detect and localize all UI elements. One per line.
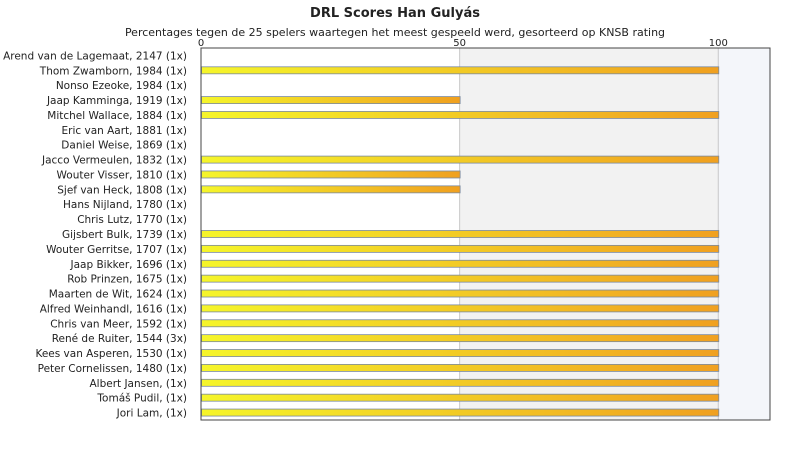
chart-title: DRL Scores Han Gulyás (310, 6, 480, 21)
category-label: Chris Lutz, 1770 (1x) (77, 214, 187, 226)
category-label: Daniel Weise, 1869 (1x) (61, 140, 187, 152)
category-label: Peter Cornelissen, 1480 (1x) (38, 363, 187, 375)
plot-frame (200, 47, 771, 421)
category-label: Jori Lam, (1x) (116, 408, 187, 420)
category-label: Tomáš Pudil, (1x) (96, 393, 187, 405)
category-label: Kees van Asperen, 1530 (1x) (35, 348, 187, 360)
category-label: René de Ruiter, 1544 (3x) (52, 333, 187, 345)
bar (201, 349, 720, 357)
category-label: Sjef van Heck, 1808 (1x) (57, 184, 187, 196)
x-tick-label: 100 (709, 38, 728, 49)
bar (201, 289, 720, 298)
bar (201, 408, 720, 417)
bar (201, 364, 720, 372)
bar (201, 111, 720, 119)
x-tick-label: 50 (453, 38, 466, 49)
bar (201, 393, 720, 402)
category-label: Jaap Kamminga, 1919 (1x) (46, 95, 187, 107)
bar (201, 274, 720, 283)
bar (201, 96, 461, 104)
bar (201, 244, 720, 253)
x-tick-label: 0 (198, 38, 204, 49)
category-label: Mitchel Wallace, 1884 (1x) (47, 110, 187, 122)
bar (201, 66, 720, 75)
category-label: Rob Prinzen, 1675 (1x) (67, 274, 187, 286)
plot-area: 0 50 100 Arend van de Lagemaat, 2147 (1x) Th… (3, 38, 771, 421)
bar (201, 378, 720, 387)
category-label: Hans Nijland, 1780 (1x) (63, 199, 187, 211)
bar (201, 185, 461, 194)
bar (201, 334, 720, 343)
category-label: Maarten de Wit, 1624 (1x) (49, 289, 187, 301)
bar (201, 230, 720, 238)
bar (201, 170, 461, 179)
bar (201, 304, 720, 313)
bar (201, 155, 720, 164)
bar (201, 259, 720, 268)
category-label: Jaap Bikker, 1696 (1x) (70, 259, 187, 271)
category-label: Albert Jansen, (1x) (89, 378, 187, 390)
category-label: Eric van Aart, 1881 (1x) (62, 125, 188, 137)
category-label: Wouter Visser, 1810 (1x) (57, 169, 188, 181)
category-label: Chris van Meer, 1592 (1x) (50, 318, 187, 330)
grid-band-outer (718, 48, 770, 420)
category-label: Alfred Weinhandl, 1616 (1x) (40, 303, 187, 315)
chart-subtitle: Percentages tegen de 25 spelers waartege… (125, 26, 665, 39)
category-label: Wouter Gerritse, 1707 (1x) (46, 244, 187, 256)
bar (201, 319, 720, 328)
category-label: Arend van de Lagemaat, 2147 (1x) (3, 50, 187, 62)
category-label: Thom Zwamborn, 1984 (1x) (39, 65, 187, 77)
category-label: Gijsbert Bulk, 1739 (1x) (62, 229, 187, 241)
category-label: Nonso Ezeoke, 1984 (1x) (56, 80, 187, 92)
category-label: Jacco Vermeulen, 1832 (1x) (41, 155, 187, 167)
